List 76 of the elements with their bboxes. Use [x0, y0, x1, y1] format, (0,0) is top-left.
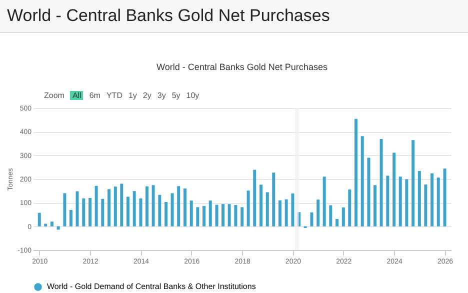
- bar: [114, 186, 117, 226]
- bar: [132, 191, 136, 226]
- bar: [260, 184, 263, 226]
- bar: [412, 140, 415, 226]
- bar: [253, 170, 256, 226]
- text: 3y: [157, 91, 166, 100]
- bar: [170, 193, 174, 226]
- bar: [120, 184, 124, 226]
- text: Zoom: [44, 91, 64, 100]
- bar: [152, 185, 155, 226]
- bar: [234, 205, 238, 226]
- bar: [88, 198, 92, 226]
- bar: [246, 190, 250, 226]
- bar: [56, 226, 60, 230]
- bar: [38, 212, 41, 226]
- bar: [158, 194, 162, 226]
- bar: [145, 186, 148, 226]
- text: 10y: [186, 91, 200, 100]
- bar: [284, 199, 288, 226]
- bar: [373, 185, 376, 226]
- bar: [221, 204, 224, 226]
- bar: [298, 212, 301, 226]
- bar: [44, 224, 48, 226]
- bar: [310, 212, 314, 226]
- bar: [76, 191, 79, 226]
- bar: [398, 176, 402, 226]
- bar: [405, 179, 408, 226]
- bar: [63, 193, 66, 226]
- bar: [228, 204, 231, 226]
- bar: [348, 189, 352, 226]
- bar: [278, 200, 282, 226]
- bar: [336, 218, 339, 226]
- bar: [354, 118, 358, 226]
- text: 5y: [172, 91, 180, 100]
- bar: [430, 173, 434, 226]
- bar: [436, 178, 440, 226]
- bar: [164, 202, 168, 226]
- text: 2y: [142, 91, 152, 100]
- bar: [322, 176, 326, 226]
- bar: [208, 200, 212, 226]
- text: 1y: [128, 91, 137, 100]
- text: YTD: [106, 91, 122, 100]
- bar: [360, 136, 364, 226]
- bar: [196, 207, 200, 226]
- bar: [139, 198, 142, 226]
- bar: [50, 222, 54, 226]
- bar: [202, 206, 206, 226]
- text: All: [70, 91, 84, 100]
- bar: [424, 184, 428, 226]
- bar: [272, 172, 276, 226]
- bar: [418, 170, 421, 226]
- bar: [380, 139, 383, 226]
- bar: [82, 198, 86, 226]
- bar: [183, 188, 186, 226]
- bar: [291, 193, 294, 226]
- bar: [69, 210, 72, 226]
- chart-title: World - Central Banks Gold Net Purchases: [0, 0, 468, 33]
- bar: [177, 186, 180, 226]
- bar: [126, 196, 130, 226]
- bar: [386, 176, 390, 226]
- chart-subtitle: World - Central Banks Gold Net Purchases: [156, 62, 328, 72]
- bar: [342, 207, 345, 226]
- bar: [329, 205, 332, 226]
- bar: [108, 189, 111, 226]
- bar: [240, 207, 244, 226]
- bar: [316, 200, 320, 226]
- bar: [94, 186, 98, 226]
- legend-label: World - Gold Demand of Central Banks & Other Institutions: [47, 282, 256, 291]
- bar: [392, 152, 396, 226]
- bar: [190, 200, 193, 226]
- bar: [215, 204, 218, 226]
- bar: [101, 198, 104, 226]
- text: 6m: [89, 91, 100, 100]
- bar: [266, 192, 269, 226]
- bar: [367, 158, 370, 226]
- bar: [443, 168, 446, 226]
